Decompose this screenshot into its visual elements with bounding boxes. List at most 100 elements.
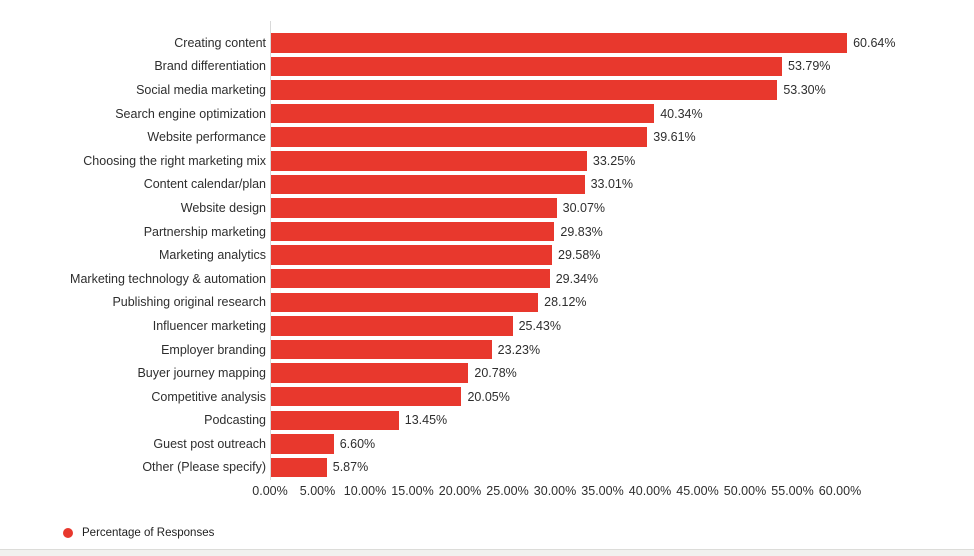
value-label: 40.34% xyxy=(660,106,703,121)
bar-container: 33.25% xyxy=(271,149,635,173)
bar-container: 13.45% xyxy=(271,409,447,433)
bar-row: Website design 30.07% xyxy=(0,196,974,220)
bar-chart-plot: Creating content 60.64% Brand differentiat… xyxy=(0,21,974,502)
bar-row: Search engine optimization 40.34% xyxy=(0,102,974,126)
bar-row: Content calendar/plan 33.01% xyxy=(0,173,974,197)
bar-container: 29.83% xyxy=(271,220,603,244)
x-axis-tick-label: 50.00% xyxy=(723,484,767,498)
category-label: Social media marketing xyxy=(136,82,266,97)
x-axis-tick-label: 15.00% xyxy=(391,484,434,498)
bar xyxy=(271,292,539,313)
bar-row: Choosing the right marketing mix 33.25% xyxy=(0,149,974,173)
bar-row: Other (Please specify) 5.87% xyxy=(0,456,974,480)
bar-container: 5.87% xyxy=(271,456,368,480)
bar xyxy=(271,56,782,77)
category-label: Influencer marketing xyxy=(152,318,266,333)
value-label: 6.60% xyxy=(339,436,376,451)
bar xyxy=(271,386,462,407)
x-axis-tick-label: 25.00% xyxy=(486,484,529,498)
value-label: 29.58% xyxy=(558,248,601,263)
x-axis-tick-label: 20.00% xyxy=(438,484,482,498)
bar-row: Social media marketing 53.30% xyxy=(0,78,974,102)
value-label: 20.05% xyxy=(467,389,510,404)
legend-label: Percentage of Responses xyxy=(82,527,215,539)
bar-container: 29.58% xyxy=(271,243,600,267)
value-label: 29.83% xyxy=(560,224,603,239)
category-label: Brand differentiation xyxy=(154,59,266,74)
value-label: 28.12% xyxy=(544,295,587,310)
value-label: 60.64% xyxy=(853,35,896,50)
bar xyxy=(271,434,334,454)
value-label: 20.78% xyxy=(474,366,517,381)
bar-container: 60.64% xyxy=(271,31,895,55)
bar-container: 29.34% xyxy=(271,267,598,291)
bar xyxy=(271,33,848,53)
category-label: Content calendar/plan xyxy=(143,177,266,192)
x-axis: 0.00% 5.00% 10.00% 15.00% 20.00% 25.00% 30.00%… xyxy=(0,484,974,502)
value-label: 25.43% xyxy=(518,318,561,333)
category-label: Partnership marketing xyxy=(143,224,266,239)
bar-container: 28.12% xyxy=(271,291,587,315)
category-label: Website design xyxy=(180,200,266,215)
category-label: Employer branding xyxy=(161,342,266,357)
bar xyxy=(271,174,585,195)
bar-row: Guest post outreach 6.60% xyxy=(0,432,974,456)
legend: Percentage of Responses xyxy=(63,527,214,539)
bar-container: 33.01% xyxy=(271,173,633,197)
value-label: 30.07% xyxy=(562,200,606,215)
value-label: 29.34% xyxy=(555,271,599,286)
value-label: 13.45% xyxy=(404,413,448,428)
bar-row: Creating content 60.64% xyxy=(0,31,974,55)
x-axis-tick-label: 60.00% xyxy=(818,484,862,498)
bar xyxy=(271,363,469,383)
bar xyxy=(271,339,492,360)
bar-container: 53.79% xyxy=(271,55,830,79)
value-label: 33.25% xyxy=(592,153,636,168)
bar xyxy=(271,245,552,265)
category-label: Website performance xyxy=(147,130,266,145)
category-label: Competitive analysis xyxy=(151,389,266,404)
bar-container: 53.30% xyxy=(271,78,826,102)
bar xyxy=(271,198,557,218)
bar xyxy=(271,221,555,242)
value-label: 39.61% xyxy=(653,130,696,145)
bar-rows: Creating content 60.64% Brand differentiat… xyxy=(0,31,974,479)
bar-container: 20.78% xyxy=(271,361,517,385)
x-axis-tick-label: 45.00% xyxy=(676,484,719,498)
x-axis-tick-label: 0.00% xyxy=(252,484,288,498)
bar-row: Brand differentiation 53.79% xyxy=(0,55,974,79)
category-label: Choosing the right marketing mix xyxy=(83,153,266,168)
category-label: Podcasting xyxy=(204,413,266,428)
bar-row: Podcasting 13.45% xyxy=(0,409,974,433)
bar-container: 39.61% xyxy=(271,125,696,149)
x-axis-tick-label: 55.00% xyxy=(771,484,814,498)
category-label: Other (Please specify) xyxy=(142,460,266,475)
bar-row: Partnership marketing 29.83% xyxy=(0,220,974,244)
bar-container: 30.07% xyxy=(271,196,605,220)
bar-row: Publishing original research 28.12% xyxy=(0,291,974,315)
category-label: Creating content xyxy=(174,35,266,50)
bar-container: 20.05% xyxy=(271,385,510,409)
value-label: 53.30% xyxy=(783,82,826,97)
bar xyxy=(271,80,778,100)
x-axis-tick-label: 40.00% xyxy=(628,484,672,498)
x-axis-tick-label: 10.00% xyxy=(343,484,387,498)
bar-row: Employer branding 23.23% xyxy=(0,338,974,362)
bar-container: 6.60% xyxy=(271,432,375,456)
bar-container: 23.23% xyxy=(271,338,540,362)
bar-row: Marketing analytics 29.58% xyxy=(0,243,974,267)
window-bottom-edge xyxy=(0,549,974,556)
category-label: Marketing analytics xyxy=(159,248,266,263)
bar xyxy=(271,410,399,431)
bar xyxy=(271,316,513,336)
bar xyxy=(271,127,648,147)
bar-container: 25.43% xyxy=(271,314,561,338)
bar xyxy=(271,103,655,124)
category-label: Guest post outreach xyxy=(153,436,266,451)
category-label: Marketing technology & automation xyxy=(70,271,266,286)
value-label: 33.01% xyxy=(590,177,633,192)
bar-row: Competitive analysis 20.05% xyxy=(0,385,974,409)
bar-container: 40.34% xyxy=(271,102,703,126)
bar xyxy=(271,268,550,289)
